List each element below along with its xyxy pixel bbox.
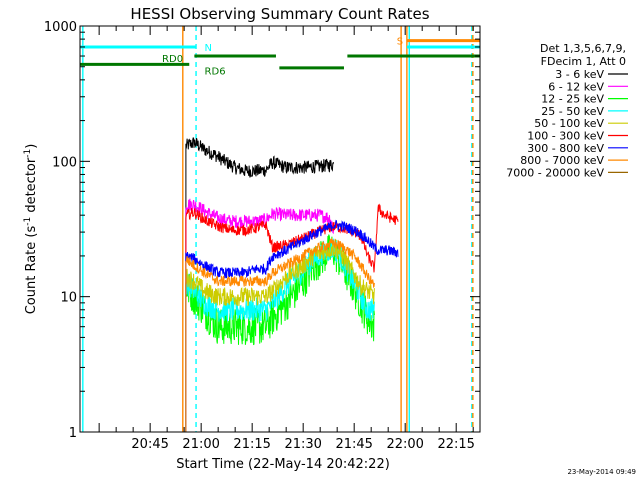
y-axis-label-sup2: -1	[23, 149, 33, 158]
legend-label: 6 - 12 keV	[548, 80, 604, 93]
x-axis-label: Start Time (22-May-14 20:42:22)	[176, 457, 390, 472]
state-label: N	[205, 43, 212, 54]
plot-frame	[79, 25, 481, 433]
x-tick-label: 22:15	[437, 437, 474, 452]
y-axis-label: Count Rate (s-1 detector-1)	[23, 144, 39, 315]
y-axis-label-part2: detector	[24, 157, 39, 217]
y-axis-label-sup1: -1	[23, 217, 33, 226]
series-line	[185, 198, 335, 432]
legend-label: 50 - 100 keV	[534, 117, 604, 130]
chart-title: HESSI Observing Summary Count Rates	[130, 5, 429, 23]
state-label: RD0	[162, 54, 183, 65]
series-line	[185, 241, 375, 432]
y-axis-label-part1: Count Rate (s	[24, 226, 39, 315]
x-tick-label: 21:45	[335, 437, 372, 452]
series-line	[185, 238, 375, 432]
y-axis-label-part3: )	[24, 144, 39, 149]
series-line	[185, 137, 335, 432]
x-tick-label: 21:00	[182, 437, 219, 452]
legend-label: 12 - 25 keV	[541, 93, 604, 106]
y-tick-label: 1	[69, 426, 77, 441]
series-line	[185, 219, 399, 432]
x-tick-label: 21:15	[233, 437, 270, 452]
legend-label: 800 - 7000 keV	[520, 154, 604, 167]
state-label: S	[397, 37, 403, 48]
legend-header-line2: FDecim 1, Att 0	[541, 55, 626, 68]
x-tick-label: 21:30	[284, 437, 321, 452]
legend-header-line1: Det 1,3,5,6,7,9,	[540, 42, 626, 55]
plot-area: N RD0 RD6 S	[80, 26, 480, 432]
state-label: RD6	[205, 66, 226, 77]
y-tick-label: 10	[60, 291, 77, 306]
legend-label: 100 - 300 keV	[527, 130, 604, 143]
x-axis: 20:45 21:00 21:15 21:30 21:45 22:00 22:15	[98, 26, 475, 452]
legend-label: 7000 - 20000 keV	[506, 166, 604, 179]
x-tick-label: 22:00	[386, 437, 423, 452]
series-line	[185, 238, 375, 432]
y-axis: 1 10 100 1000	[44, 20, 480, 441]
legend-label: 3 - 6 keV	[555, 68, 604, 81]
timestamp: 23-May-2014 09:49	[567, 468, 636, 476]
y-tick-label: 1000	[44, 20, 77, 35]
legend: Det 1,3,5,6,7,9, FDecim 1, Att 0 3 - 6 k…	[506, 42, 628, 179]
x-tick-label: 20:45	[131, 437, 168, 452]
legend-label: 25 - 50 keV	[541, 105, 604, 118]
legend-label: 300 - 800 keV	[527, 142, 604, 155]
y-tick-label: 100	[52, 155, 77, 170]
